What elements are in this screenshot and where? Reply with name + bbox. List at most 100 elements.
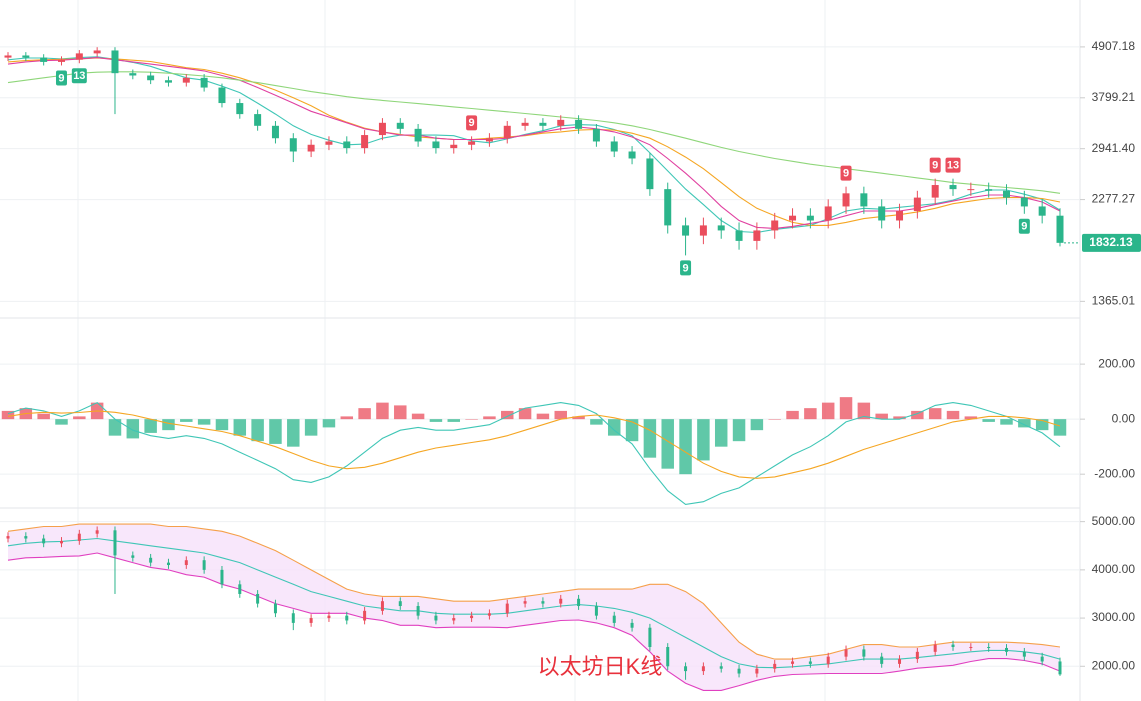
macd-bar (1018, 419, 1031, 428)
candle-body (915, 651, 919, 660)
candle-body (40, 57, 48, 62)
candle-body (931, 185, 939, 198)
macd-bar (964, 416, 978, 420)
y-tick-label: 5000.00 (1092, 514, 1136, 528)
candle-body (345, 615, 349, 621)
indicator-line (7, 57, 1061, 226)
td-label: 9 (1021, 221, 1027, 233)
boll-panel (6, 523, 1062, 691)
macd-bar (233, 419, 247, 436)
candle-body (1040, 656, 1044, 662)
candle-body (57, 59, 65, 62)
macd-bar (857, 402, 871, 420)
td-label: 9 (932, 160, 938, 172)
candle-body (273, 603, 277, 614)
candle-body (93, 50, 101, 54)
macd-bar (197, 419, 211, 425)
candle-body (1056, 215, 1064, 243)
y-tick-label: 200.00 (1098, 356, 1135, 370)
candle-body (200, 77, 208, 88)
candle-body (378, 122, 386, 136)
macd-bar (394, 405, 407, 420)
td-label: 13 (947, 160, 959, 172)
candle-body (271, 125, 279, 139)
candle-body (557, 119, 565, 126)
candle-body (4, 55, 12, 58)
macd-bar (411, 413, 425, 420)
macd-bar (126, 419, 140, 439)
td-badge (1018, 218, 1030, 234)
macd-bar (251, 419, 264, 442)
candle-body (789, 215, 797, 221)
last-price-tag (1082, 233, 1141, 252)
macd-bar (714, 419, 728, 447)
macd-bar (1053, 419, 1067, 436)
macd-bar (465, 419, 478, 420)
macd-bar (269, 419, 282, 444)
indicator-line (7, 552, 1061, 691)
candle-body (594, 606, 598, 616)
candle-body (468, 141, 476, 145)
candle-body (699, 225, 707, 236)
macd-bar (893, 416, 906, 420)
candle-body (666, 647, 670, 667)
candle-body (913, 197, 921, 212)
candle-body (806, 215, 814, 221)
macd-bar (679, 419, 692, 475)
candle-body (307, 144, 315, 152)
macd-bar (376, 402, 389, 420)
candle-body (398, 601, 402, 607)
price-panel: 9 13 9 9 9 9 9 13 (4, 47, 1064, 276)
candle-body (862, 649, 866, 657)
candle-body (434, 615, 438, 621)
candle-body (648, 627, 652, 647)
y-tick-label: 2000.00 (1092, 658, 1136, 672)
macd-bar (180, 419, 193, 422)
candle-body (577, 598, 581, 607)
y-tick-label: 2941.40 (1092, 141, 1136, 155)
macd-bar (501, 410, 514, 420)
y-tick-label: 3799.21 (1092, 90, 1136, 104)
candle-body (325, 141, 333, 145)
macd-bar (536, 413, 550, 420)
y-tick-label: 1365.01 (1092, 294, 1136, 308)
candle-body (380, 601, 384, 611)
candle-body (773, 663, 777, 669)
macd-bar (37, 413, 50, 420)
candle-body (416, 606, 420, 616)
candle-body (878, 206, 886, 221)
td-badge (71, 68, 87, 84)
candle-body (254, 114, 262, 126)
candle-body (470, 615, 474, 619)
candle-body (256, 593, 260, 604)
candle-body (1005, 647, 1009, 652)
td-badge (680, 260, 692, 276)
macd-bar (518, 408, 532, 420)
candle-body (808, 661, 812, 664)
candle-body (1003, 190, 1011, 198)
candle-body (1058, 661, 1062, 675)
candle-body (521, 122, 529, 126)
candle-body (238, 584, 242, 594)
macd-bar (322, 419, 336, 428)
y-tick-label: 2277.27 (1092, 192, 1136, 206)
macd-bar (697, 419, 710, 461)
candle-body (129, 73, 137, 76)
macd-bar (1000, 419, 1013, 425)
macd-panel (1, 397, 1067, 505)
macd-bar (144, 419, 157, 433)
candle-body (309, 618, 313, 623)
candle-body (717, 225, 725, 231)
candle-body (860, 193, 868, 207)
candle-body (753, 230, 761, 241)
candle-body (539, 122, 547, 126)
macd-bar (804, 408, 817, 420)
macd-bar (73, 416, 86, 420)
macd-bar (447, 419, 461, 422)
macd-bar (572, 416, 585, 420)
candle-body (987, 647, 991, 648)
candle-body (202, 560, 206, 570)
candle-body (701, 666, 705, 672)
candle-body (664, 189, 672, 226)
annotation: 以太坊日K线 (538, 654, 663, 679)
